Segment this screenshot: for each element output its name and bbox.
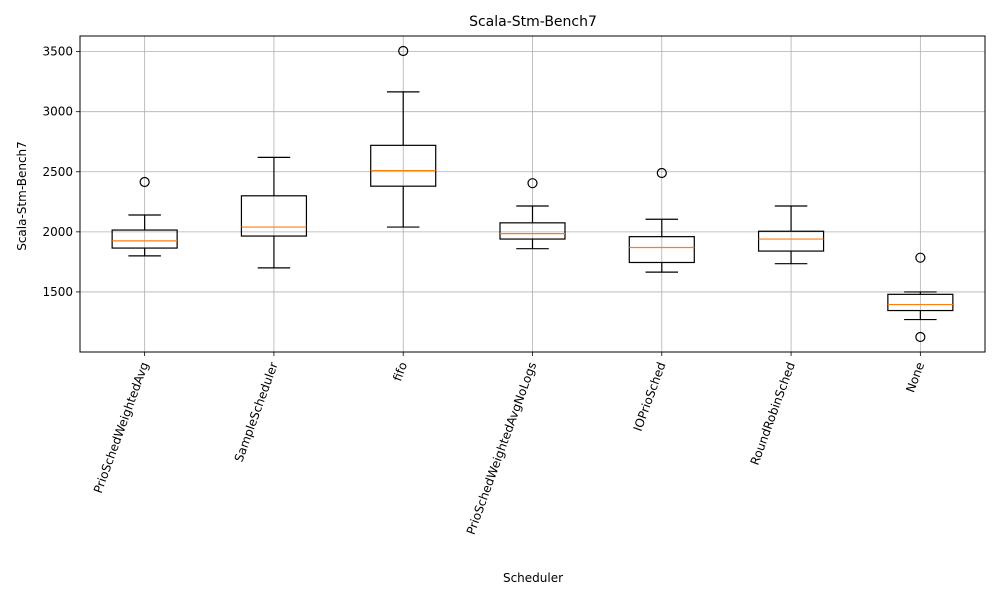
boxes — [111, 45, 954, 343]
x-tick-label: SampleScheduler — [232, 360, 281, 464]
x-tick-label: IOPrioSched — [631, 360, 669, 433]
box-PrioSchedWeightedAvg — [111, 176, 178, 257]
grid-lines — [80, 36, 985, 352]
y-axis-ticks: 1500 2000 2500 3000 3500 — [42, 45, 80, 299]
outlier-point — [139, 176, 150, 188]
x-tick-label: None — [903, 360, 927, 394]
box-fifo — [370, 45, 437, 228]
box-PrioSchedWeightedAvgNoLogs — [499, 178, 566, 250]
outlier-point — [527, 178, 538, 189]
y-tick-label: 3500 — [42, 45, 73, 59]
outlier-point — [915, 331, 926, 343]
y-axis-title: Scala-Stm-Bench7 — [15, 141, 29, 251]
y-tick-label: 2000 — [42, 225, 73, 239]
box-RoundRobinSched — [757, 205, 825, 265]
y-tick-label: 1500 — [42, 285, 73, 299]
iqr-box — [111, 229, 178, 249]
y-tick-label: 3000 — [42, 105, 73, 119]
y-tick-label: 2500 — [42, 165, 73, 179]
iqr-box — [887, 293, 954, 312]
x-tick-label: PrioSchedWeightedAvgNoLogs — [464, 360, 540, 536]
box-None — [887, 252, 954, 343]
x-axis-ticks: PrioSchedWeightedAvg SampleScheduler fifo P… — [91, 352, 927, 537]
iqr-box — [628, 236, 695, 264]
x-tick-label: RoundRobinSched — [748, 360, 798, 467]
iqr-box — [499, 222, 566, 240]
x-tick-label: PrioSchedWeightedAvg — [91, 360, 152, 495]
iqr-box — [370, 144, 437, 187]
x-tick-label: fifo — [390, 360, 410, 383]
outlier-point — [656, 167, 667, 179]
box-SampleScheduler — [240, 156, 308, 269]
outlier-point — [398, 45, 409, 57]
iqr-box — [757, 230, 825, 252]
chart-title: Scala-Stm-Bench7 — [469, 14, 597, 30]
iqr-box — [240, 195, 308, 237]
x-axis-title: Scheduler — [503, 571, 563, 585]
outlier-point — [915, 252, 926, 263]
box-IOPrioSched — [628, 167, 695, 273]
